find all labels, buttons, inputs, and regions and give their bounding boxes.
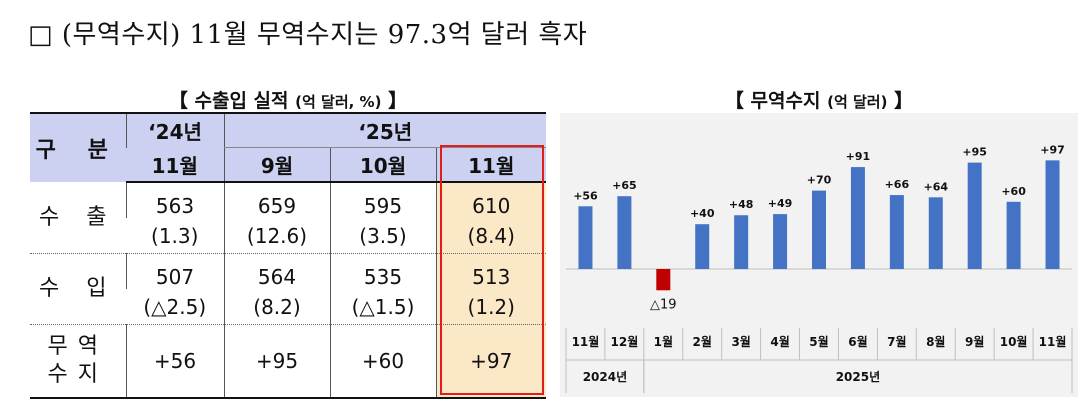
row-label-export: 수 출 [30,182,126,254]
data-label: △19 [650,297,677,312]
trade-table: 구 분 ‘24년 ‘25년 11월 9월 10월 11월 수 출 563 659… [30,112,547,399]
data-label: +64 [924,180,949,193]
bar [617,196,632,269]
bar [1006,201,1021,269]
category-label: 4월 [770,334,789,349]
category-label: 11월 [572,334,600,349]
header-gubun: 구 분 [30,112,126,182]
category-label: 5월 [809,334,828,349]
bar [889,195,904,269]
bar [1045,160,1060,269]
bar [578,206,593,269]
header-year-2024: ‘24년 [125,112,224,148]
bar [656,269,671,291]
headline: □ (무역수지) 11월 무역수지는 97.3억 달러 흑자 [28,20,588,50]
data-label: +97 [1040,143,1065,156]
data-label: +91 [846,150,871,163]
category-label: 6월 [848,334,867,349]
bar [967,162,982,269]
category-label: 8월 [926,334,945,349]
import-value: 513 [435,253,547,289]
export-value: 610 [435,182,547,218]
header-month-sep25: 9월 [223,147,330,183]
category-label: 3월 [731,334,750,349]
import-growth: (1.2) [435,289,547,325]
chart-unit: (억 달러) [827,93,888,111]
export-growth: (3.5) [329,218,436,254]
trade-balance-chart: +56 11월 +65 12월 △19 1월 +40 2월 +48 3월 +49 4월 +70 5월 +91… [560,113,1078,397]
row-label-balance-line2: 수지 [47,362,108,387]
row-label-balance: 무역 수지 [30,324,126,399]
category-label: 2월 [693,334,712,349]
balance-value: +56 [125,324,224,399]
data-label: +48 [729,198,754,211]
table-title-end: 】 [388,90,408,112]
chart-title: 【 무역수지 (억 달러) 】 [560,86,1078,113]
row-label-balance-line1: 무역 [47,334,108,359]
bar [850,167,865,269]
balance-value: +95 [223,324,330,399]
year-label: 2025년 [836,370,880,384]
chart-title-end: 】 [894,90,914,112]
data-label: +95 [962,146,987,159]
header-month-oct25: 10월 [329,147,436,183]
header-month-nov24: 11월 [126,147,224,183]
table-title: 【 수출입 실적 (억 달러, %) 】 [30,86,546,113]
export-value: 659 [223,182,330,218]
category-label: 10월 [1000,334,1028,349]
data-label: +70 [807,174,832,187]
year-label: 2024년 [583,370,627,384]
import-value: 564 [223,253,330,289]
export-value: 563 [125,182,224,218]
category-label: 1월 [654,334,673,349]
import-value: 535 [329,253,436,289]
data-label: +66 [885,178,910,191]
category-label: 12월 [611,334,639,349]
import-growth: (△1.5) [329,289,436,325]
bar [734,215,749,269]
data-label: +56 [573,189,598,202]
table-title-text: 【 수출입 실적 [168,90,289,112]
bar [695,224,710,269]
data-label: +40 [690,207,715,220]
data-label: +65 [612,179,637,192]
bar [928,197,943,269]
table-unit: (억 달러, %) [295,93,382,111]
category-label: 9월 [965,334,984,349]
export-growth: (1.3) [126,218,224,254]
chart-title-text: 【 무역수지 [724,90,821,112]
import-growth: (8.2) [223,289,330,325]
import-value: 507 [125,253,224,289]
category-label: 11월 [1039,334,1067,349]
row-label-import: 수 입 [30,253,126,325]
bar [812,190,826,269]
data-label: +60 [1001,185,1026,198]
data-label: +49 [768,197,793,210]
export-growth: (12.6) [223,218,330,254]
header-month-nov25: 11월 [435,147,547,183]
category-label: 7월 [887,334,906,349]
export-value: 595 [329,182,436,218]
header-year-2025: ‘25년 [223,112,547,148]
export-growth: (8.4) [435,218,547,254]
balance-value: +97 [435,324,547,399]
import-growth: (△2.5) [126,289,224,325]
balance-value: +60 [329,324,436,399]
bar [773,214,788,269]
